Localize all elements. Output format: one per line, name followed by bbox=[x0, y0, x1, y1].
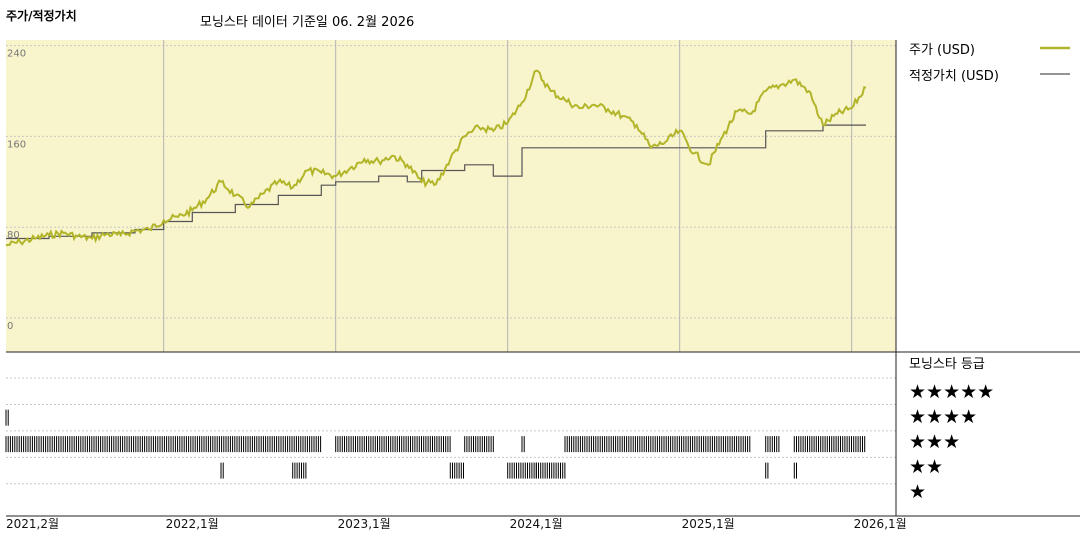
y-tick-label-3: 0 bbox=[7, 321, 13, 332]
rating-segment-2 bbox=[335, 436, 451, 453]
price-panel bbox=[6, 40, 896, 352]
rating-segment-0 bbox=[5, 409, 9, 426]
rating-segment-1 bbox=[5, 436, 322, 453]
rating-level-1: ★ bbox=[909, 481, 926, 503]
x-tick-label-0: 2021,2월 bbox=[6, 517, 59, 531]
rating-segment-6 bbox=[765, 436, 780, 453]
rating-level-4: ★★★★ bbox=[909, 406, 977, 428]
rating-grid bbox=[6, 377, 896, 485]
chart-subtitle: 모닝스타 데이터 기준일 06. 2월 2026 bbox=[200, 15, 414, 30]
rating-panel bbox=[6, 352, 896, 516]
rating-segment-4 bbox=[521, 436, 525, 453]
y-tick-label-2: 80 bbox=[7, 230, 20, 241]
rating-segment-10 bbox=[449, 462, 464, 479]
x-tick-label-4: 2025,1월 bbox=[682, 517, 735, 531]
rating-segment-9 bbox=[292, 462, 307, 479]
rating-segment-13 bbox=[765, 462, 769, 479]
legend-fair-label: 적정가치 (USD) bbox=[909, 69, 999, 84]
legend-price-label: 주가 (USD) bbox=[909, 43, 975, 58]
rating-level-3: ★★★ bbox=[909, 431, 960, 453]
rating-segment-8 bbox=[220, 462, 224, 479]
rating-segment-7 bbox=[793, 436, 866, 453]
x-axis-ticks: 2021,2월 2022,1월 2023,1월 2024,1월 2025,1월 2026,… bbox=[6, 517, 907, 531]
y-tick-label-0: 240 bbox=[7, 49, 26, 60]
y-tick-label-1: 160 bbox=[7, 139, 26, 150]
price-grid bbox=[6, 40, 896, 516]
x-tick-label-2: 2023,1월 bbox=[338, 517, 391, 531]
rating-segment-14 bbox=[793, 462, 797, 479]
rating-segment-12 bbox=[535, 462, 566, 479]
rating-bars bbox=[5, 409, 866, 479]
fair-value-line bbox=[6, 124, 866, 240]
rating-level-2: ★★ bbox=[909, 456, 943, 478]
rating-segment-3 bbox=[464, 436, 494, 453]
chart-title: 주가/적정가치 bbox=[6, 8, 77, 23]
rating-level-5: ★★★★★ bbox=[909, 381, 994, 403]
rating-segment-5 bbox=[564, 436, 751, 453]
rating-panel-title: 모닝스타 등급 bbox=[909, 357, 985, 372]
y-axis-ticks: 240 160 80 0 bbox=[7, 49, 26, 332]
x-tick-label-5: 2026,1월 bbox=[854, 517, 907, 531]
price-line bbox=[5, 69, 867, 247]
x-tick-label-1: 2022,1월 bbox=[166, 517, 219, 531]
x-tick-label-3: 2024,1월 bbox=[510, 517, 563, 531]
